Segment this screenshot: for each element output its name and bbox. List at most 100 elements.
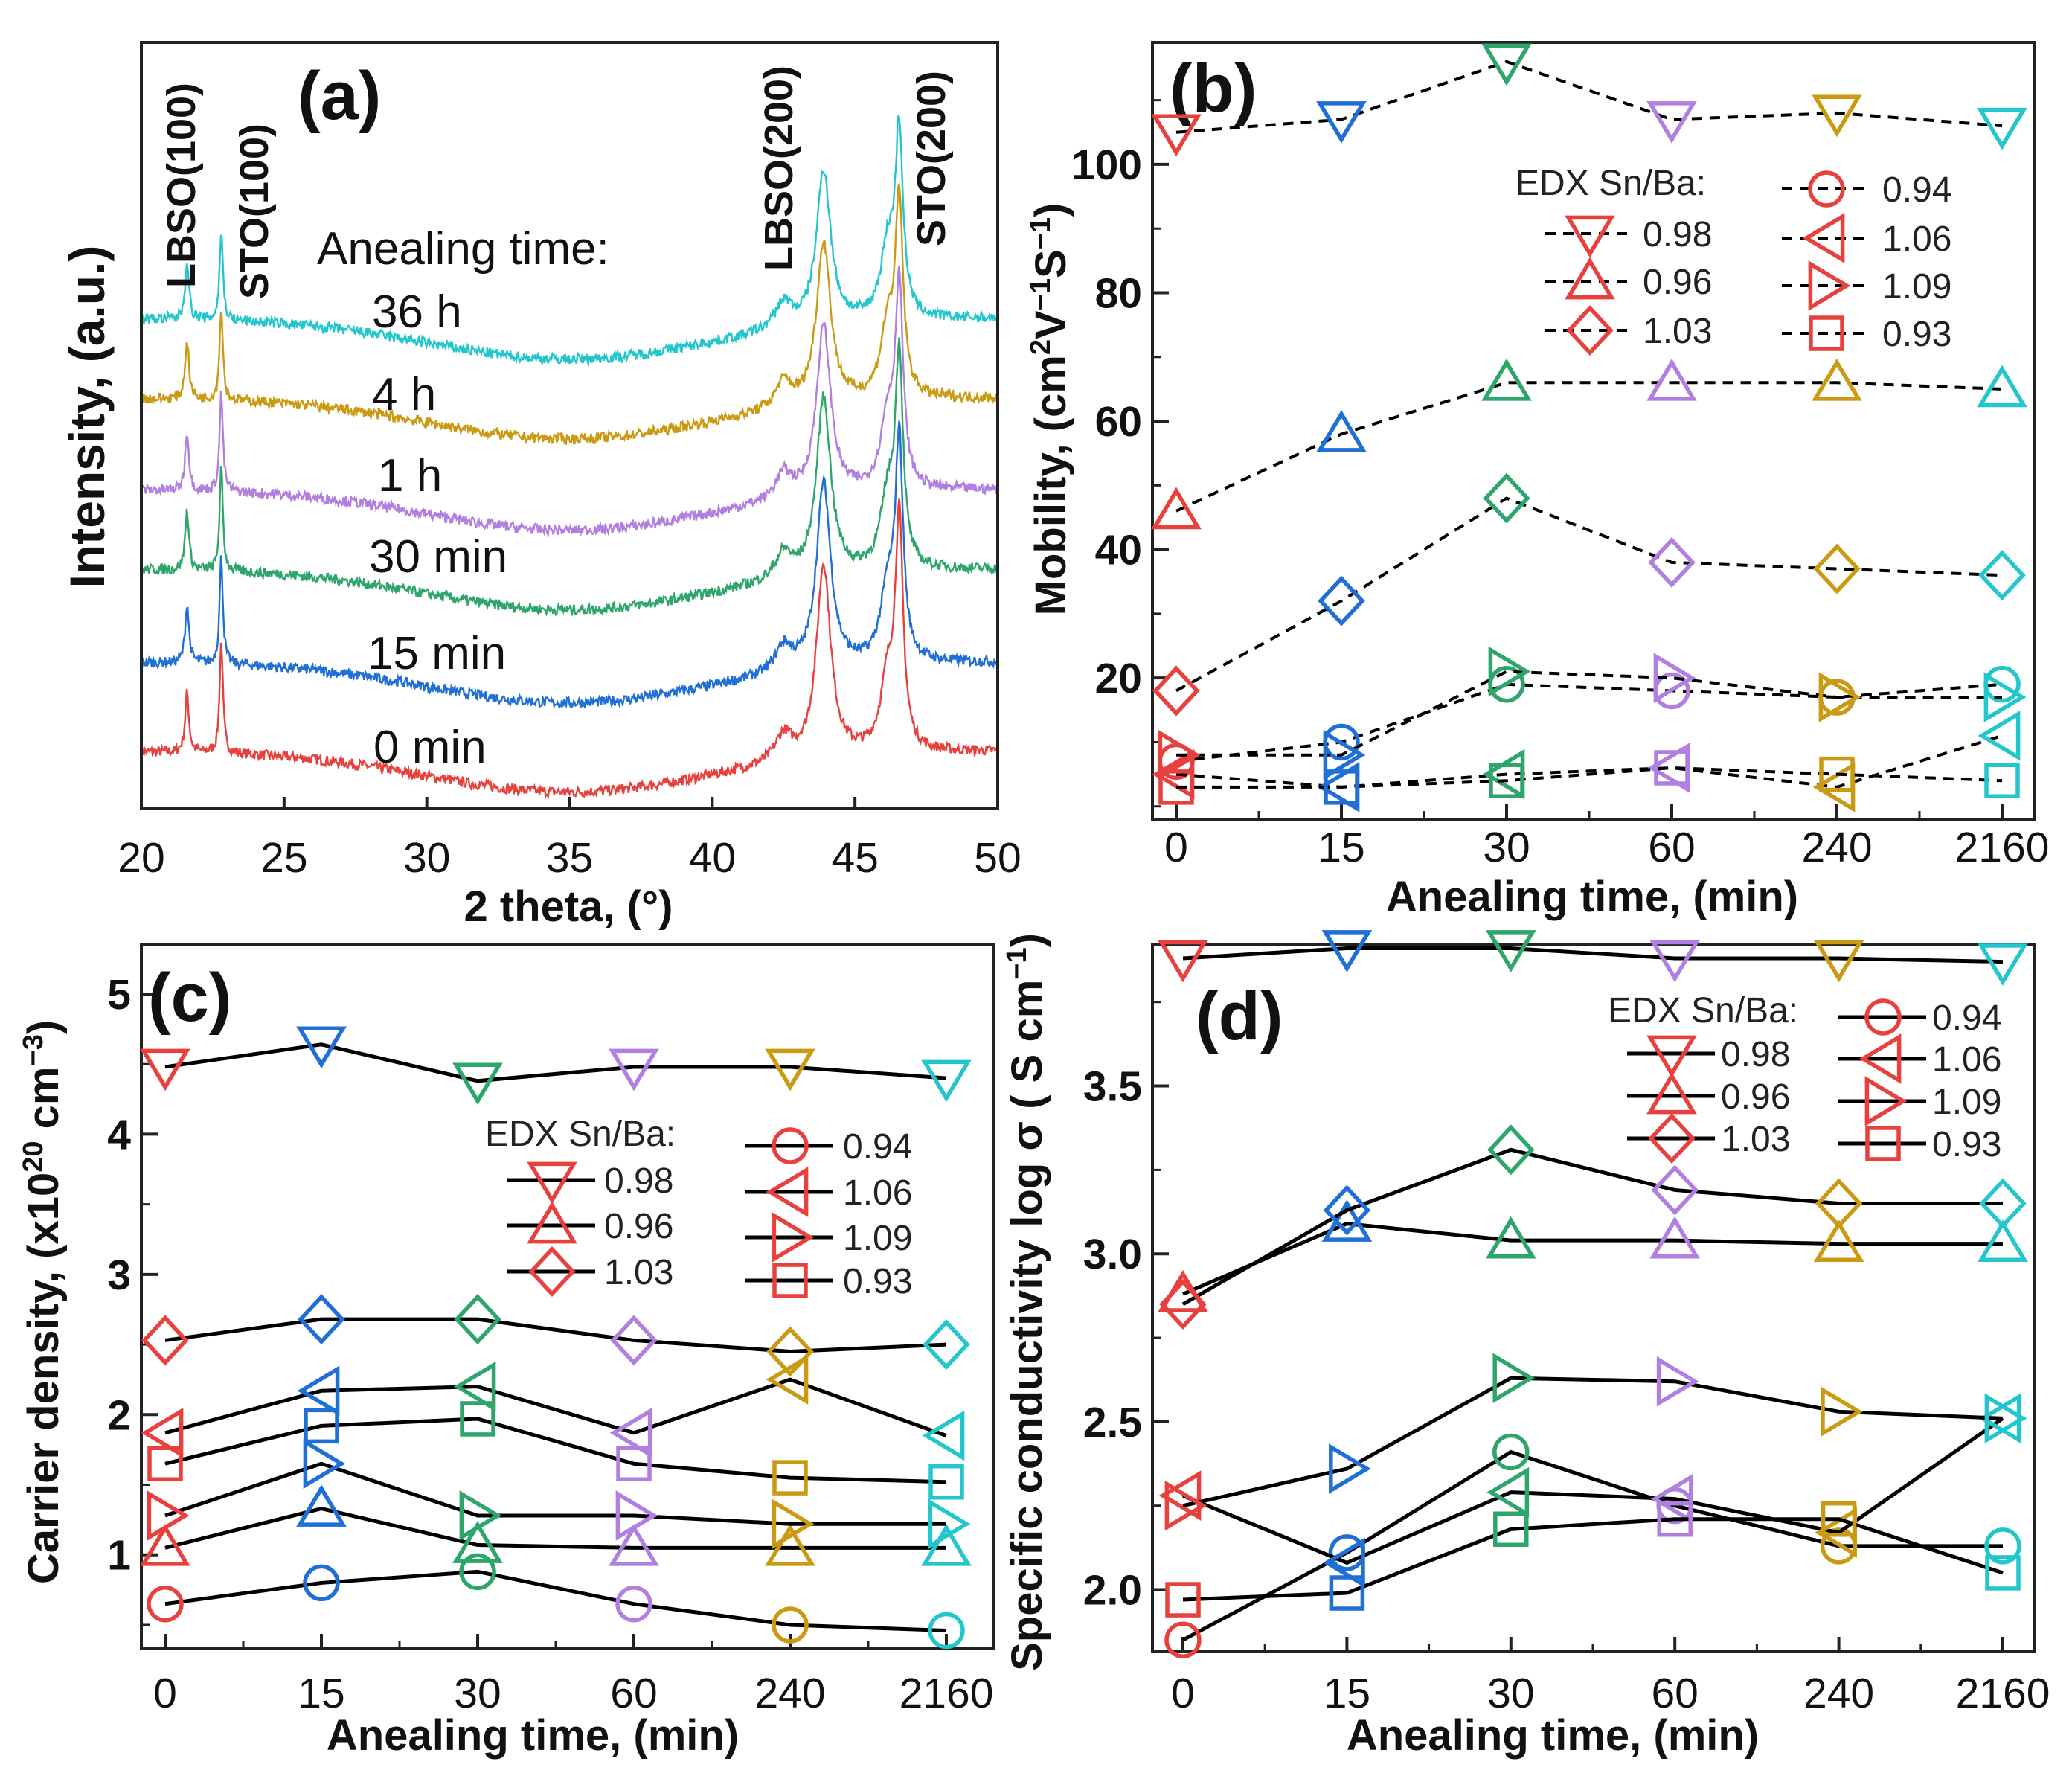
- data-point-triangle-right: [615, 1490, 658, 1541]
- legend-label: 0.94: [1882, 170, 1951, 210]
- y-tick-label: 1: [107, 1532, 131, 1580]
- data-point-triangle-up: [1812, 358, 1862, 401]
- legend-label: 0.94: [843, 1127, 912, 1167]
- data-point-square: [460, 1401, 495, 1437]
- data-point-square: [1158, 769, 1194, 805]
- series-connector-line: [164, 1317, 947, 1353]
- legend-marker-triangle-down: [1646, 1035, 1697, 1078]
- data-point-triangle-right: [772, 1498, 815, 1550]
- y-tick-label: 2.0: [1083, 1567, 1142, 1615]
- data-point-triangle-left: [453, 1361, 496, 1412]
- x-tick-label: 30: [403, 834, 450, 882]
- legend-marker-diamond: [1566, 304, 1614, 356]
- panel-a-xrd: 20 25 30 35 40 45 50 2 theta, (°) Intensity, (a.…: [60, 41, 1021, 931]
- panel-label: (c): [148, 960, 231, 1036]
- series-connector-line: [164, 1377, 947, 1437]
- data-point-diamond: [141, 1315, 189, 1366]
- x-tick-label: 0: [1164, 824, 1188, 871]
- x-tick-label: 0: [1171, 1670, 1195, 1717]
- x-tick-label: 2160: [899, 1670, 994, 1717]
- data-point-triangle-up: [1978, 1219, 2028, 1263]
- legend-title: EDX Sn/Ba:: [1608, 991, 1798, 1030]
- data-point-square: [1165, 1582, 1201, 1618]
- y-tick-label: 100: [1071, 141, 1142, 189]
- data-point-triangle-left: [1158, 1470, 1202, 1521]
- data-point-square: [1984, 763, 2020, 798]
- data-point-diamond: [1323, 1184, 1371, 1236]
- x-tick-label: 35: [546, 834, 593, 882]
- legend: EDX Sn/Ba: 0.98 0.96 1.03 0.94 1.06 1.09 0.93: [1515, 164, 1951, 356]
- data-point-triangle-right: [1821, 1386, 1863, 1437]
- data-point-triangle-right: [928, 1498, 971, 1550]
- y-axis-label-part: Specific conductivity log σ ( S cm: [1003, 980, 1051, 1671]
- data-point-diamond: [1152, 665, 1200, 717]
- data-point-triangle-down: [1321, 930, 1373, 972]
- y-tick-label: 2: [107, 1391, 131, 1439]
- data-point-diamond: [454, 1294, 501, 1345]
- data-point-diamond: [1159, 1278, 1207, 1330]
- series-1.03: [1159, 1124, 2027, 1330]
- data-point-circle: [1492, 1433, 1530, 1471]
- series-connector-line: [1175, 682, 2003, 763]
- series-0.96: [1158, 1199, 2028, 1312]
- y-axis-label-part: V: [1027, 310, 1075, 339]
- x-tick-label: 30: [1487, 1670, 1534, 1717]
- y-tick-label: 3: [107, 1251, 131, 1299]
- data-point-diamond: [1487, 1124, 1535, 1176]
- x-tick-label: 2160: [1955, 824, 2050, 871]
- data-point-triangle-right: [1329, 1443, 1371, 1494]
- legend-label: 1.06: [843, 1173, 912, 1213]
- series-connector-line: [1182, 1222, 2003, 1296]
- legend-title: EDX Sn/Ba:: [1515, 164, 1706, 203]
- x-tick-label: 240: [1803, 1670, 1874, 1717]
- data-point-diamond: [1815, 1178, 1863, 1229]
- legend-label: 1.06: [1882, 219, 1951, 259]
- data-point-triangle-down: [1481, 43, 1532, 86]
- panel-d-chart: 2.0 2.5 3.0 3.5 0 15 30 60 240 2160 Anealing time,…: [1001, 930, 2050, 1760]
- series-connector-line: [1182, 1417, 2004, 1565]
- series-connector-line: [1182, 946, 2004, 964]
- series-label: 4 h: [372, 369, 436, 420]
- series-0.98: [1158, 930, 2028, 986]
- data-point-diamond: [1813, 543, 1861, 594]
- data-point-triangle-down: [1151, 114, 1202, 157]
- x-tick-label: 60: [1651, 1670, 1698, 1717]
- data-point-triangle-down: [609, 1048, 659, 1091]
- y-tick-label: 3.0: [1083, 1231, 1142, 1278]
- data-point-triangle-left: [1323, 1537, 1365, 1589]
- series-0.94: [147, 1553, 965, 1650]
- series-connector-line: [1181, 1147, 2003, 1307]
- y-axis-label-part: ): [1003, 933, 1051, 947]
- series-0.96: [140, 1484, 972, 1566]
- legend-label: 0.96: [1721, 1077, 1790, 1117]
- data-point-triangle-up: [1485, 1216, 1536, 1259]
- xrd-series-line: [140, 420, 999, 710]
- series-0.94: [1158, 666, 2021, 780]
- data-point-triangle-right: [1492, 1353, 1536, 1404]
- legend-title: EDX Sn/Ba:: [485, 1115, 676, 1154]
- y-axis-label: Intensity, (a.u.): [60, 246, 115, 589]
- data-point-triangle-left: [1650, 1473, 1693, 1525]
- peak-label: LBSO(200): [757, 65, 801, 271]
- x-axis-label: Anealing time, (min): [1386, 873, 1798, 921]
- y-axis-label-part: ): [19, 1020, 68, 1034]
- data-point-triangle-right: [1818, 672, 1861, 722]
- data-point-triangle-down: [1977, 107, 2027, 150]
- data-point-circle: [459, 1553, 496, 1591]
- data-point-circle: [303, 1564, 340, 1602]
- panel-c-chart: 1 2 3 4 5 0 15 30 60 240 2160 Anealing time, (min) C…: [18, 943, 995, 1760]
- series-1.06: [1158, 1393, 2021, 1589]
- legend-marker-diamond: [1648, 1112, 1696, 1164]
- y-tick-label: 20: [1095, 655, 1142, 702]
- data-point-triangle-down: [1158, 940, 1208, 983]
- y-axis-label-part: cm: [19, 1067, 68, 1141]
- data-point-triangle-up: [921, 1523, 972, 1566]
- data-point-diamond: [1483, 472, 1530, 524]
- legend-marker-square: [1865, 1126, 1901, 1161]
- legend-label: 1.06: [1932, 1040, 2001, 1080]
- data-point-triangle-right: [1323, 729, 1366, 780]
- data-point-circle: [615, 1585, 652, 1623]
- series-connector-line: [164, 1042, 947, 1083]
- data-point-square: [616, 1446, 652, 1482]
- plot-frame: [140, 943, 995, 1650]
